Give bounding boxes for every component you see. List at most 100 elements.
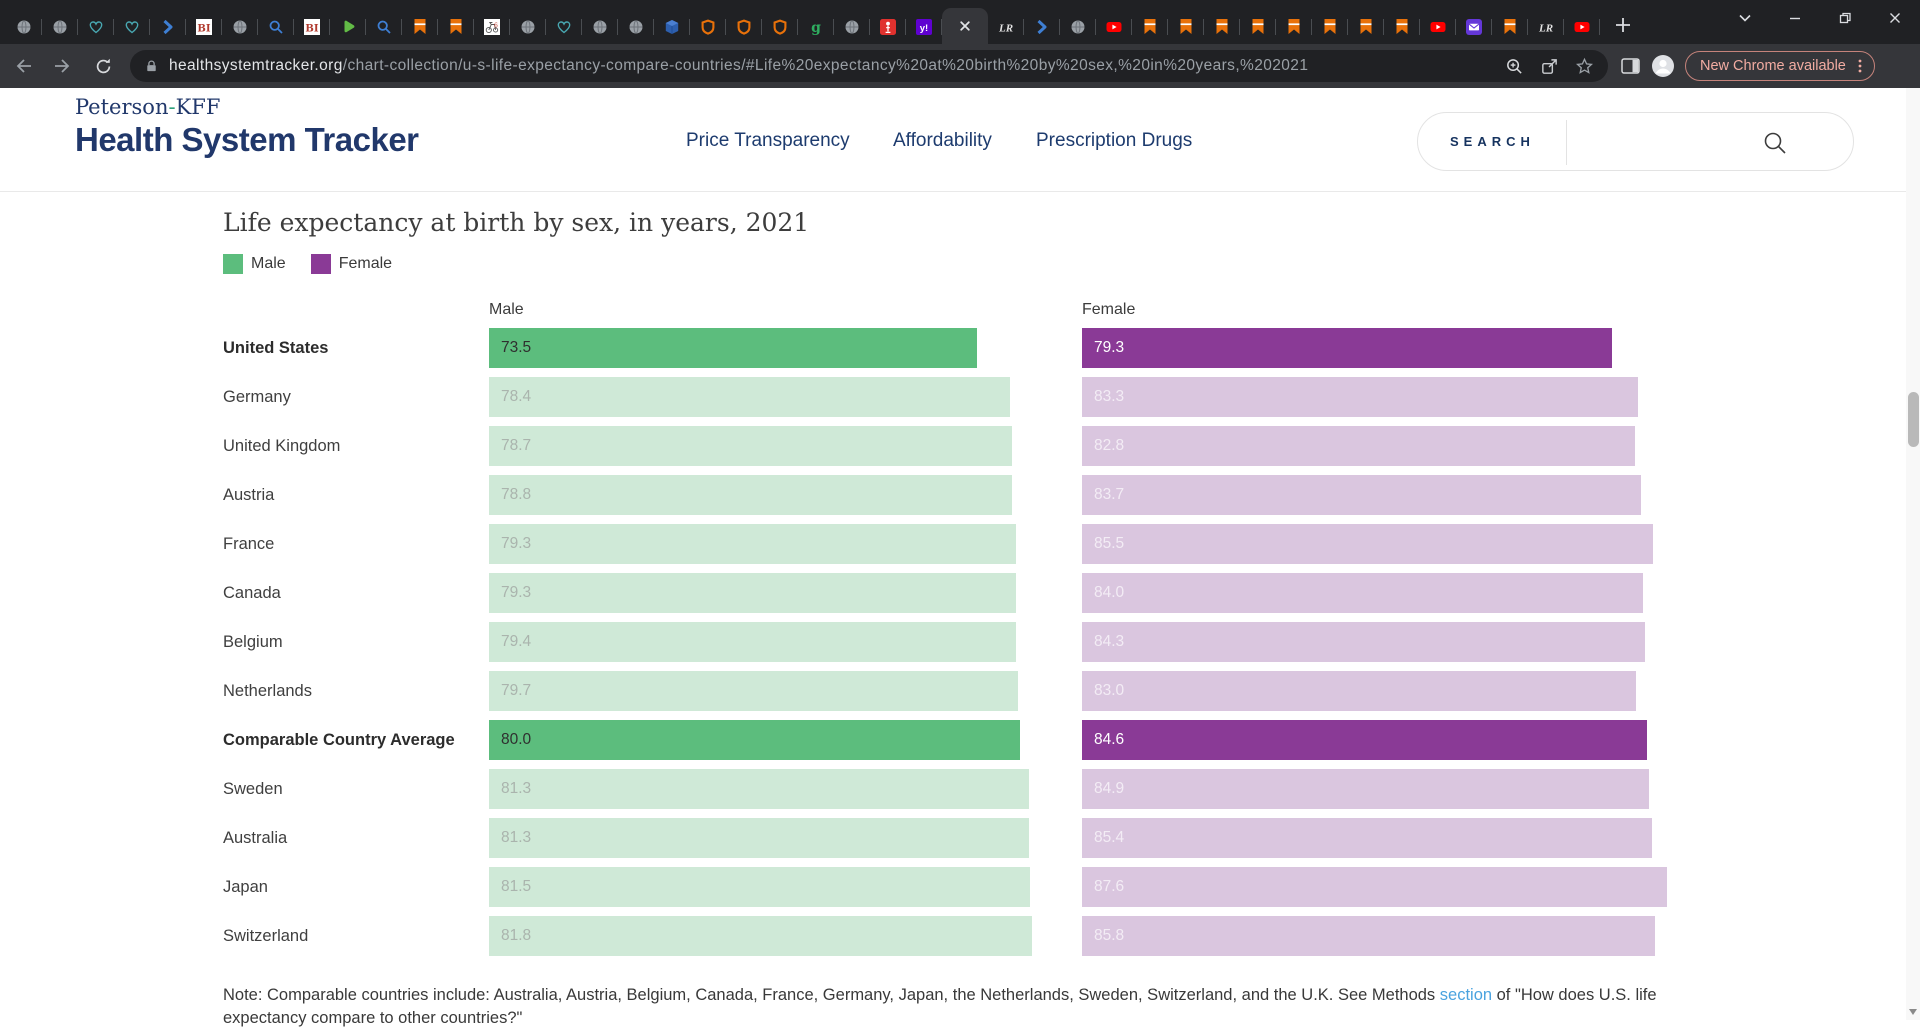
browser-tab[interactable]: LR: [1528, 10, 1564, 44]
female-bar[interactable]: 84.3: [1082, 622, 1646, 662]
side-panel-icon[interactable]: [1620, 56, 1641, 76]
browser-tab[interactable]: [726, 10, 762, 44]
male-bar[interactable]: 73.5: [489, 328, 978, 368]
male-bar[interactable]: 78.7: [489, 426, 1012, 466]
male-bar[interactable]: 79.7: [489, 671, 1019, 711]
female-bar[interactable]: 84.6: [1082, 720, 1648, 760]
browser-tab[interactable]: [42, 10, 78, 44]
male-bar[interactable]: 81.5: [489, 867, 1031, 907]
zoom-in-icon[interactable]: [1505, 57, 1524, 76]
browser-tab[interactable]: [78, 10, 114, 44]
scrollbar-down-arrow[interactable]: [1909, 1009, 1917, 1015]
nav-affordability[interactable]: Affordability: [893, 130, 992, 151]
browser-tab[interactable]: [1060, 10, 1096, 44]
nav-price-transparency[interactable]: Price Transparency: [686, 130, 850, 151]
browser-tab[interactable]: [1096, 10, 1132, 44]
browser-tab[interactable]: [546, 10, 582, 44]
male-bar[interactable]: 81.3: [489, 818, 1029, 858]
search-icon[interactable]: [1762, 130, 1788, 156]
methods-section-link[interactable]: section: [1439, 986, 1493, 1004]
browser-tab[interactable]: LR: [988, 10, 1024, 44]
browser-tab[interactable]: 6: [474, 10, 510, 44]
female-bar[interactable]: 83.0: [1082, 671, 1637, 711]
browser-tab[interactable]: [114, 10, 150, 44]
url-bar[interactable]: healthsystemtracker.org/chart-collection…: [130, 50, 1608, 82]
site-search-box[interactable]: SEARCH: [1417, 112, 1854, 171]
new-tab-button[interactable]: [1608, 10, 1638, 40]
browser-tab[interactable]: BI: [294, 10, 330, 44]
close-window-button[interactable]: [1870, 0, 1920, 36]
browser-tab[interactable]: [1168, 10, 1204, 44]
browser-tab[interactable]: [1312, 10, 1348, 44]
male-bar[interactable]: 79.3: [489, 573, 1016, 613]
browser-tab[interactable]: [402, 10, 438, 44]
browser-tab[interactable]: [6, 10, 42, 44]
forward-button[interactable]: [46, 49, 80, 83]
active-browser-tab[interactable]: [942, 8, 988, 44]
male-bar[interactable]: 81.8: [489, 916, 1033, 956]
female-bar[interactable]: 87.6: [1082, 867, 1668, 907]
site-logo[interactable]: Peterson-KFF Health System Tracker: [75, 95, 419, 159]
browser-tab[interactable]: [870, 10, 906, 44]
female-bar[interactable]: 83.3: [1082, 377, 1639, 417]
browser-tab[interactable]: [222, 10, 258, 44]
female-bar[interactable]: 82.8: [1082, 426, 1636, 466]
female-bar[interactable]: 84.0: [1082, 573, 1644, 613]
reload-button[interactable]: [86, 49, 120, 83]
browser-tab[interactable]: [1456, 10, 1492, 44]
browser-tab[interactable]: [654, 10, 690, 44]
scrollbar-thumb[interactable]: [1907, 392, 1919, 447]
search-label[interactable]: SEARCH: [1450, 134, 1535, 149]
browser-tab[interactable]: [510, 10, 546, 44]
browser-tab[interactable]: [330, 10, 366, 44]
tab-search-button[interactable]: [1720, 0, 1770, 36]
browser-tab[interactable]: [1204, 10, 1240, 44]
browser-tab[interactable]: [1384, 10, 1420, 44]
browser-tab[interactable]: [438, 10, 474, 44]
back-button[interactable]: [6, 49, 40, 83]
minimize-button[interactable]: [1770, 0, 1820, 36]
browser-tab[interactable]: BI: [186, 10, 222, 44]
browser-tab[interactable]: [1240, 10, 1276, 44]
browser-tab[interactable]: [150, 10, 186, 44]
female-bar[interactable]: 84.9: [1082, 769, 1650, 809]
female-bar[interactable]: 79.3: [1082, 328, 1612, 368]
browser-tab[interactable]: [1276, 10, 1312, 44]
female-bar[interactable]: 83.7: [1082, 475, 1642, 515]
browser-tab[interactable]: [366, 10, 402, 44]
browser-tab[interactable]: [690, 10, 726, 44]
row-country-label: Germany: [223, 387, 291, 406]
female-bar[interactable]: 85.4: [1082, 818, 1653, 858]
restore-button[interactable]: [1820, 0, 1870, 36]
bookmark-star-icon[interactable]: [1575, 57, 1594, 76]
kebab-menu-icon[interactable]: [1852, 58, 1868, 74]
browser-tab[interactable]: [618, 10, 654, 44]
browser-tab[interactable]: [1132, 10, 1168, 44]
browser-tab[interactable]: [762, 10, 798, 44]
share-icon[interactable]: [1540, 57, 1559, 76]
page-scrollbar[interactable]: [1906, 88, 1920, 1020]
male-bar[interactable]: 79.4: [489, 622, 1017, 662]
browser-tab[interactable]: [1492, 10, 1528, 44]
browser-tab[interactable]: [834, 10, 870, 44]
female-bar[interactable]: 85.5: [1082, 524, 1654, 564]
male-bar[interactable]: 81.3: [489, 769, 1029, 809]
male-bar[interactable]: 80.0: [489, 720, 1021, 760]
male-bar[interactable]: 78.4: [489, 377, 1010, 417]
bookmark-orange-icon: [1322, 19, 1338, 35]
close-icon[interactable]: [957, 18, 973, 34]
browser-tab[interactable]: [1024, 10, 1060, 44]
browser-tab[interactable]: g: [798, 10, 834, 44]
browser-tab[interactable]: [582, 10, 618, 44]
profile-avatar[interactable]: [1651, 54, 1675, 78]
male-bar[interactable]: 78.8: [489, 475, 1013, 515]
male-bar[interactable]: 79.3: [489, 524, 1016, 564]
browser-tab[interactable]: [258, 10, 294, 44]
browser-tab[interactable]: [1348, 10, 1384, 44]
update-chrome-button[interactable]: New Chrome available: [1685, 51, 1875, 81]
browser-tab[interactable]: [1564, 10, 1600, 44]
nav-prescription-drugs[interactable]: Prescription Drugs: [1036, 130, 1193, 151]
female-bar[interactable]: 85.8: [1082, 916, 1656, 956]
browser-tab[interactable]: [1420, 10, 1456, 44]
browser-tab[interactable]: y!: [906, 10, 942, 44]
